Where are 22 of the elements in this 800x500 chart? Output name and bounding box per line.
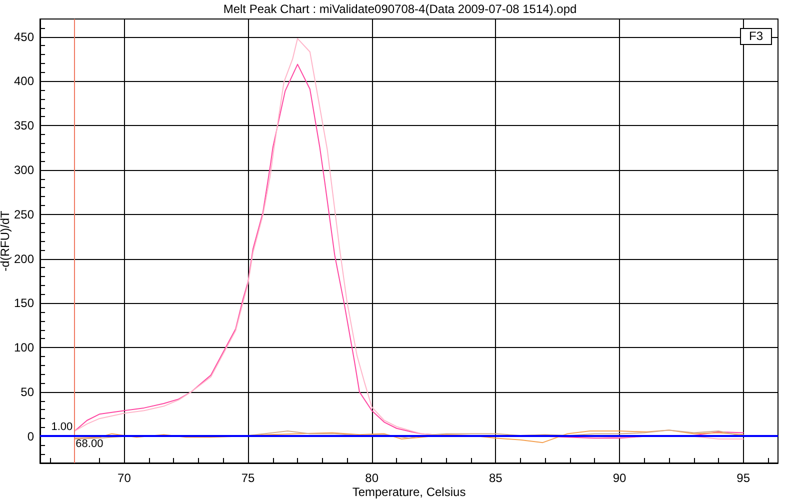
y-tick-label: 250 <box>14 207 34 222</box>
chart-title: Melt Peak Chart : miValidate090708-4(Data 2009-07-08 1514).opd <box>223 2 577 16</box>
x-tick-label: 95 <box>736 471 750 485</box>
y-tick-label: 350 <box>14 118 34 133</box>
ref-line-label: 1.00 <box>51 420 73 433</box>
y-tick-label: 0 <box>27 429 34 444</box>
y-tick-label: 150 <box>14 296 34 310</box>
y-tick-label: 50 <box>20 384 34 399</box>
x-tick-label: 70 <box>118 471 132 485</box>
y-tick-label: 100 <box>14 340 34 355</box>
y-tick-label: 400 <box>14 74 34 88</box>
y-tick-label: 450 <box>14 30 34 44</box>
x-tick-label: 80 <box>365 471 379 485</box>
annotation: F3 <box>740 28 772 45</box>
x-tick-label: 90 <box>612 471 626 485</box>
x-tick-label: 75 <box>241 471 256 485</box>
ref-line-label: 68.00 <box>76 438 104 450</box>
y-tick-label: 200 <box>14 252 34 266</box>
x-axis-title: Temperature, Celsius <box>352 485 466 499</box>
y-axis-title: -d(RFU)/dT <box>0 210 12 272</box>
y-tick-label: 300 <box>14 162 34 177</box>
x-tick-label: 85 <box>489 471 503 485</box>
